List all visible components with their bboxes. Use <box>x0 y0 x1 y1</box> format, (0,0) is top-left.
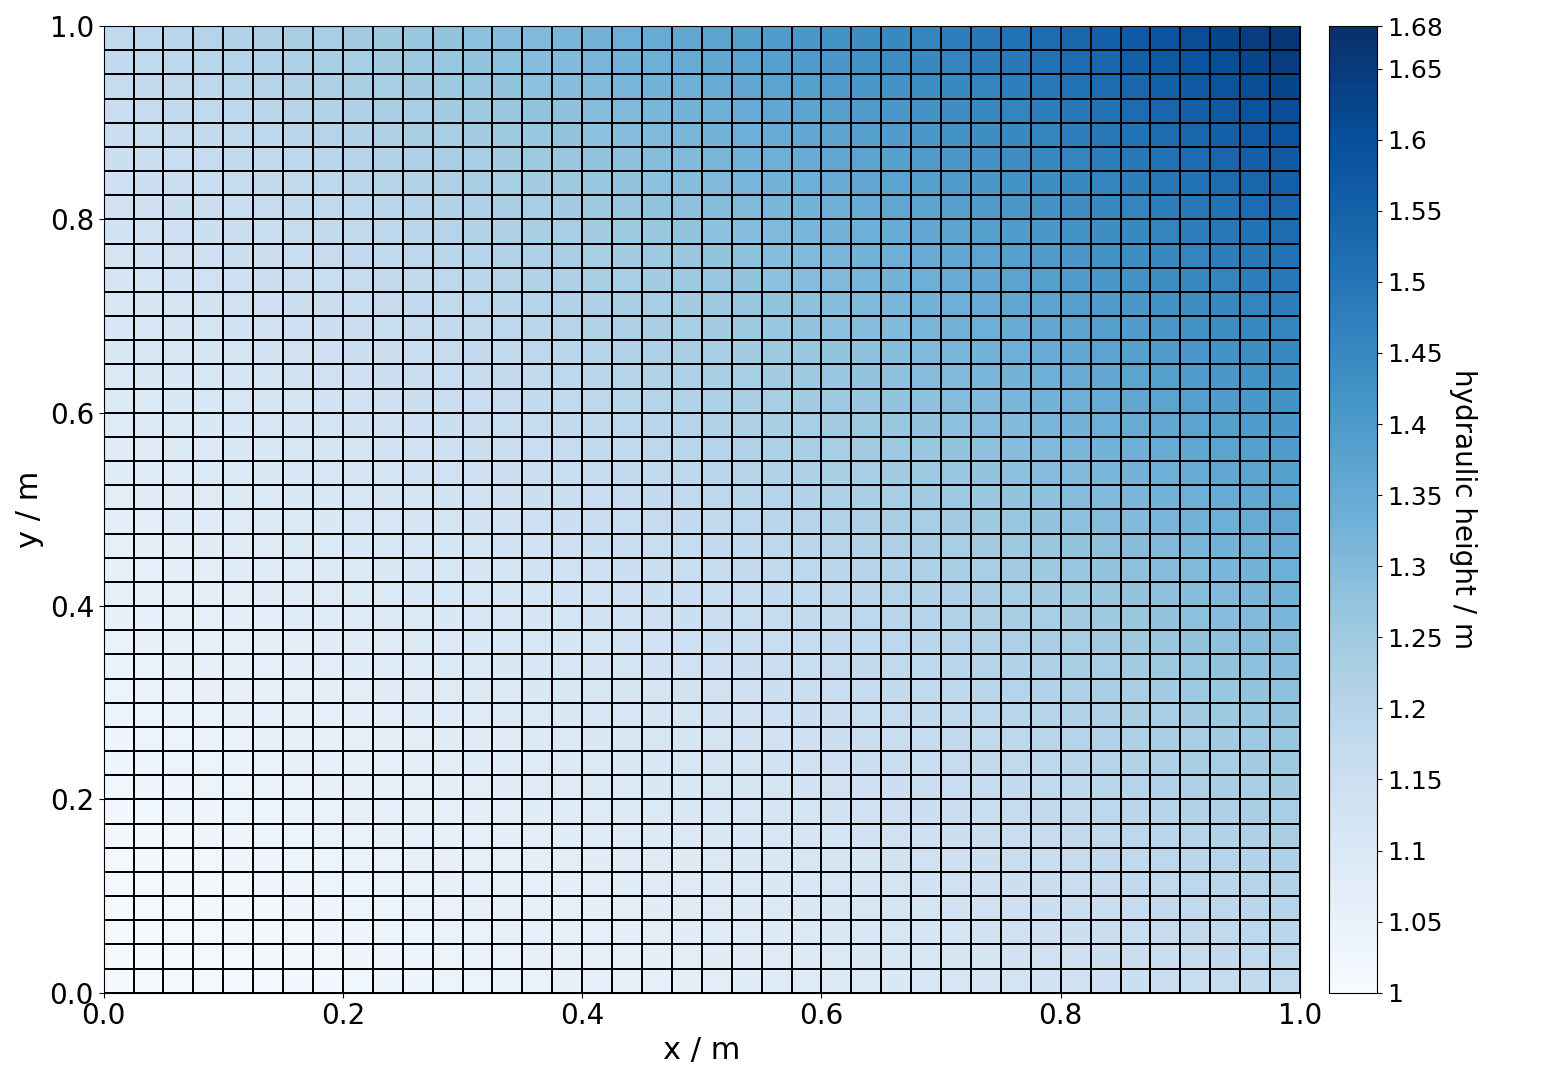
X-axis label: x / m: x / m <box>663 1036 741 1065</box>
Y-axis label: y / m: y / m <box>16 471 44 548</box>
Y-axis label: hydraulic height / m: hydraulic height / m <box>1449 369 1477 649</box>
